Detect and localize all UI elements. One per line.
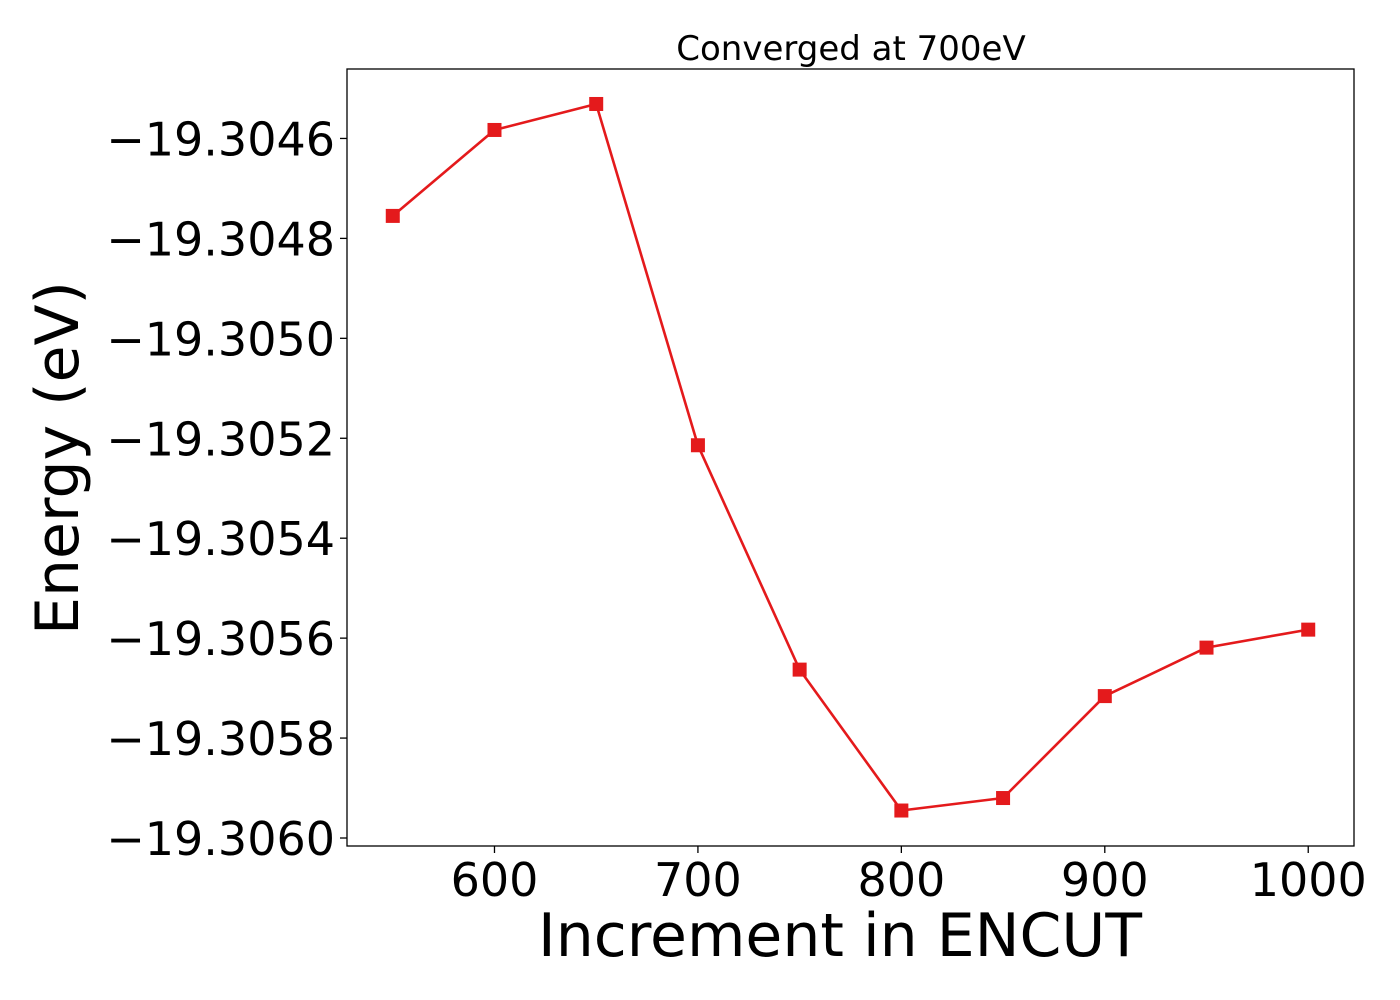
x-tick-label: 700 <box>654 853 742 907</box>
data-point-marker <box>385 208 400 223</box>
y-tick-label: −19.3054 <box>106 512 335 566</box>
data-point-marker <box>792 662 807 677</box>
data-point-marker <box>1097 689 1112 704</box>
x-axis-ticks: 600 700 800 900 1000 <box>451 846 1367 907</box>
data-point-marker <box>1301 622 1316 637</box>
y-tick-label: −19.3052 <box>106 412 335 466</box>
data-point-marker <box>1199 640 1214 655</box>
y-tick-label: −19.3048 <box>106 212 335 266</box>
data-point-marker <box>589 96 604 111</box>
y-tick-label: −19.3058 <box>106 712 335 766</box>
y-axis-ticks: −19.3046 −19.3048 −19.3050 −19.3052 −19.3054… <box>106 112 347 866</box>
data-point-marker <box>894 803 909 818</box>
y-axis-label: Energy (eV) <box>23 281 93 635</box>
y-tick-label: −19.3050 <box>106 312 335 366</box>
y-tick-label: −19.3046 <box>106 112 335 166</box>
data-point-marker <box>690 438 705 453</box>
chart-title: Converged at 700eV <box>676 29 1025 69</box>
x-tick-label: 1000 <box>1250 853 1367 907</box>
x-axis-label: Increment in ENCUT <box>538 901 1142 971</box>
data-point-marker <box>996 791 1011 806</box>
x-tick-label: 900 <box>1061 853 1149 907</box>
x-tick-label: 600 <box>451 853 539 907</box>
y-tick-label: −19.3060 <box>106 812 335 866</box>
plot-area <box>385 96 1316 818</box>
plot-frame <box>346 68 1355 847</box>
y-tick-label: −19.3056 <box>106 612 335 666</box>
x-tick-label: 800 <box>857 853 945 907</box>
series-line <box>391 102 1309 812</box>
data-point-marker <box>487 122 502 137</box>
